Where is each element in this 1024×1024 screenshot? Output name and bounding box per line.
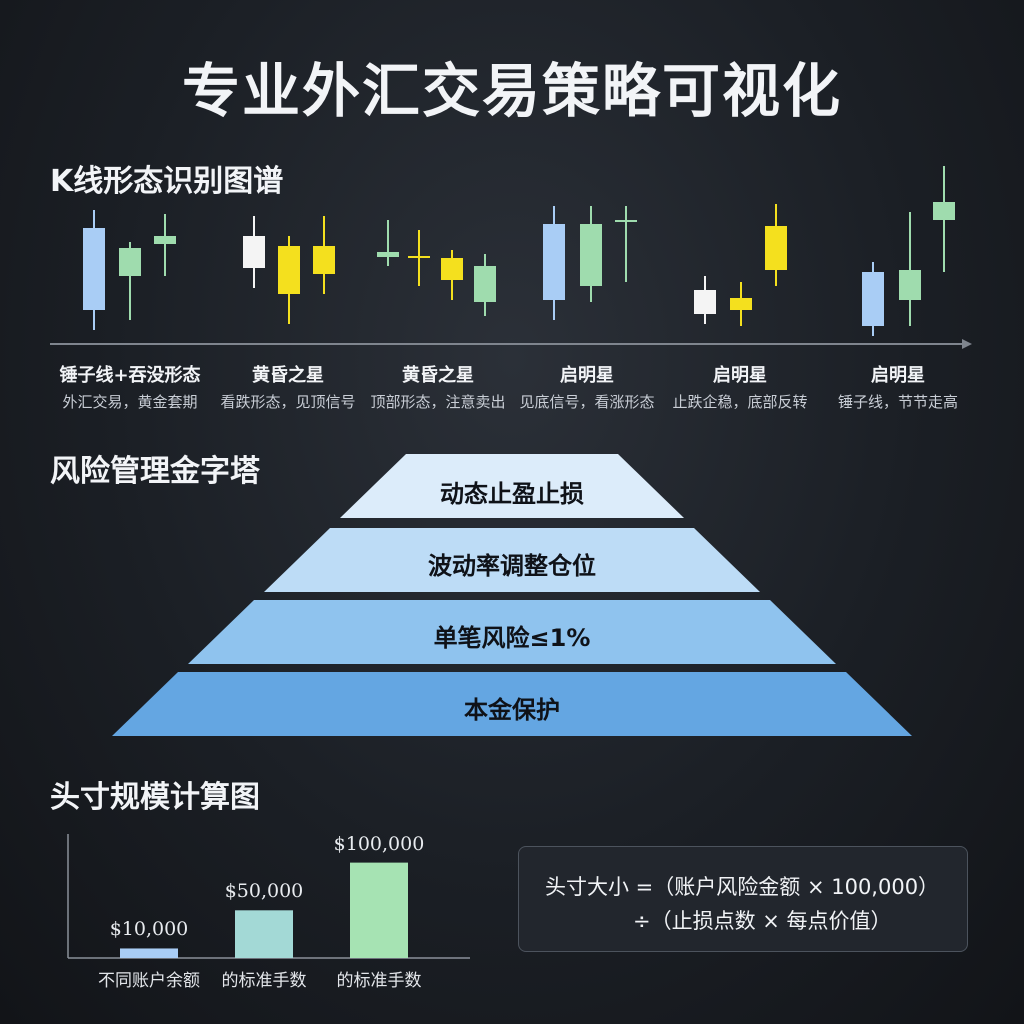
candle-group-name-5: 启明星 (713, 365, 767, 386)
pos-bar-value-1: $10,000 (109, 918, 189, 941)
pyramid-label-2: 波动率调整仓位 (428, 552, 596, 580)
pyramid-tier-1 (340, 454, 684, 518)
pyramid-label-3: 单笔风险≤1% (433, 624, 591, 652)
candle-group-name-3: 黄昏之星 (402, 365, 474, 386)
pyramid-label-1: 动态止盈止损 (440, 480, 584, 508)
candle-body-2-2 (278, 246, 300, 294)
candle-body-1-1 (83, 228, 105, 310)
candle-body-5-2 (730, 298, 752, 310)
pos-bar-category-3: 的标准手数 (336, 971, 422, 991)
pos-bar-1 (120, 948, 178, 958)
pos-bar-container (120, 862, 408, 958)
candle-group-1 (83, 210, 176, 330)
candle-group-sub-6: 锤子线，节节走高 (837, 393, 958, 411)
candle-body-3-1 (377, 252, 399, 257)
candle-body-2-1 (243, 236, 265, 268)
candle-body-2-3 (313, 246, 335, 274)
position-section-title: 头寸规模计算图 (50, 780, 260, 815)
candle-body-5-1 (694, 290, 716, 314)
candle-body-4-3 (615, 220, 637, 222)
candle-group-2 (243, 216, 335, 324)
pyramid-tier-3 (188, 600, 836, 664)
page-title: 专业外汇交易策略可视化 (181, 57, 842, 125)
formula-line-1: 头寸大小 =（账户风险金额 × 100,000） (545, 875, 940, 899)
candle-body-1-2 (119, 248, 141, 276)
candle-group-3 (377, 220, 496, 316)
position-bar-chart (67, 834, 470, 959)
candle-body-3-3 (441, 258, 463, 280)
candle-group-name-6: 启明星 (871, 365, 925, 386)
k-axis-arrow-icon (962, 339, 972, 349)
formula-box: 头寸大小 =（账户风险金额 × 100,000） ÷（止损点数 × 每点价值） (518, 846, 968, 952)
candle-group-4 (543, 206, 637, 320)
candle-group-sub-4: 见底信号，看涨形态 (519, 393, 655, 411)
pyramid-label-4: 本金保护 (464, 696, 560, 724)
risk-section-title: 风险管理金字塔 (50, 454, 260, 489)
candlestick-pattern-chart (50, 166, 972, 349)
candle-group-sub-5: 止跌企稳，底部反转 (672, 393, 808, 411)
pyramid-tier-2 (264, 528, 760, 592)
pyramid-tier-4 (112, 672, 912, 736)
candle-group-sub-3: 顶部形态，注意卖出 (370, 393, 506, 411)
pos-bar-value-2: $50,000 (224, 880, 304, 903)
candle-body-4-2 (580, 224, 602, 286)
candle-group-name-2: 黄昏之星 (252, 365, 324, 386)
candle-group-name-4: 启明星 (560, 365, 614, 386)
candle-group-name-1: 锤子线+吞没形态 (59, 365, 201, 386)
candle-body-5-3 (765, 226, 787, 270)
pos-bar-category-2: 的标准手数 (221, 971, 307, 991)
candle-body-1-3 (154, 236, 176, 244)
candle-body-6-3 (933, 202, 955, 220)
pos-bar-2 (235, 910, 293, 958)
candle-body-3-2 (408, 256, 430, 258)
candle-body-3-4 (474, 266, 496, 302)
pos-bar-value-3: $100,000 (333, 832, 425, 855)
candles-section-title: K线形态识别图谱 (50, 164, 284, 199)
candle-group-sub-1: 外汇交易，黄金套期 (62, 393, 198, 411)
risk-pyramid (112, 454, 912, 736)
pos-bar-3 (350, 862, 408, 958)
formula-line-2: ÷（止损点数 × 每点价值） (633, 909, 892, 933)
candle-body-4-1 (543, 224, 565, 300)
candle-group-container (83, 166, 955, 336)
candle-group-6 (862, 166, 955, 336)
candle-body-6-2 (899, 270, 921, 300)
pos-bar-category-1: 不同账户余额 (98, 971, 200, 991)
candle-body-6-1 (862, 272, 884, 326)
candle-group-5 (694, 204, 787, 326)
candle-group-sub-2: 看跌形态，见顶信号 (220, 393, 356, 411)
